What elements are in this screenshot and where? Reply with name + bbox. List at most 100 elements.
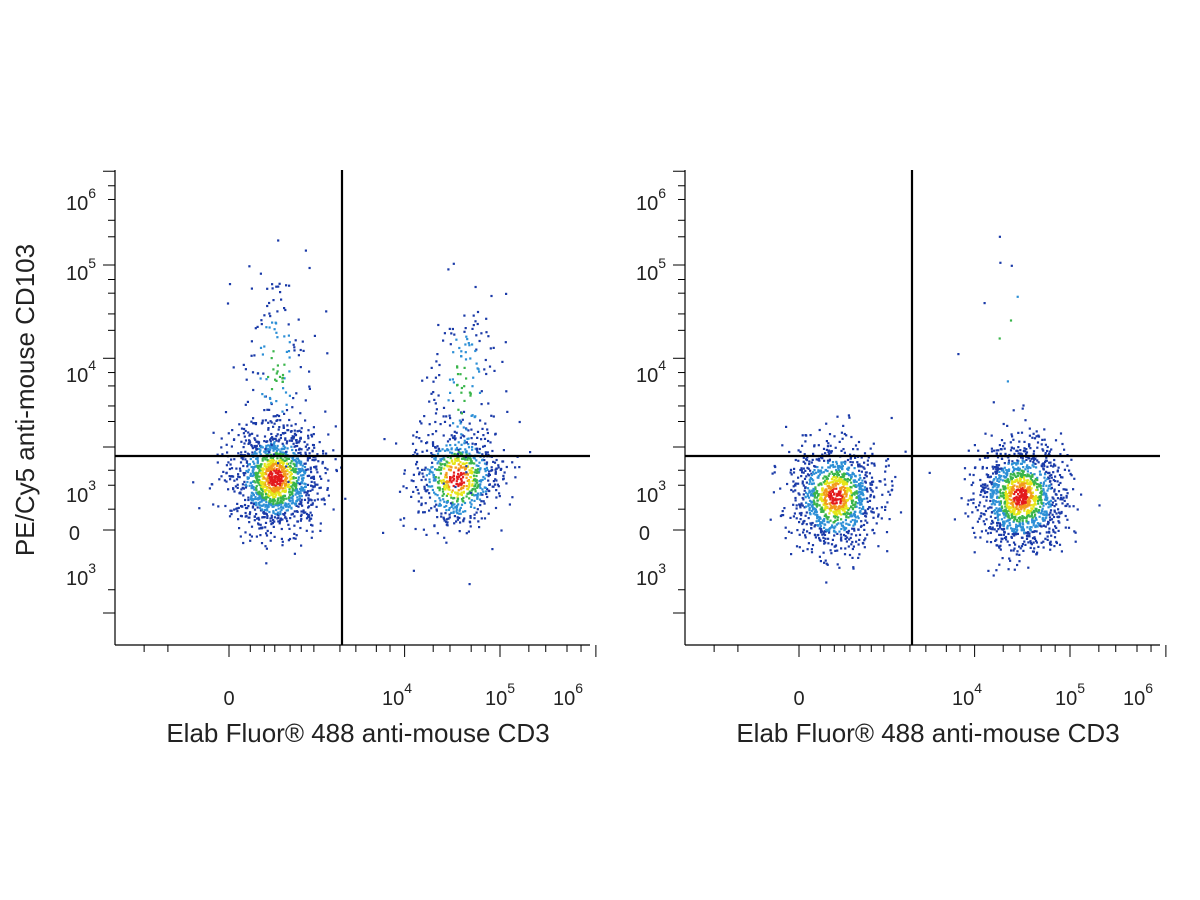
event-point bbox=[438, 497, 441, 500]
event-point bbox=[310, 499, 313, 502]
event-point bbox=[451, 489, 454, 492]
event-point bbox=[425, 483, 428, 486]
event-point bbox=[458, 530, 461, 533]
event-point bbox=[864, 537, 867, 540]
event-point bbox=[288, 439, 291, 442]
event-point bbox=[308, 387, 311, 390]
event-point bbox=[847, 487, 850, 490]
event-point bbox=[972, 473, 975, 477]
event-point bbox=[1022, 486, 1025, 490]
event-point bbox=[319, 522, 322, 525]
event-point bbox=[821, 489, 824, 492]
event-point bbox=[300, 495, 303, 498]
event-point bbox=[460, 433, 463, 436]
event-point bbox=[813, 472, 816, 475]
event-point bbox=[412, 490, 415, 493]
event-point bbox=[863, 497, 866, 500]
event-point bbox=[1012, 409, 1015, 412]
event-point bbox=[984, 509, 988, 513]
event-point bbox=[1015, 523, 1018, 526]
event-point bbox=[1000, 505, 1003, 508]
event-point bbox=[846, 536, 849, 539]
event-point bbox=[845, 507, 848, 510]
event-point bbox=[851, 502, 854, 505]
event-point bbox=[989, 541, 993, 544]
event-point bbox=[862, 505, 865, 508]
event-point bbox=[815, 504, 818, 507]
event-point bbox=[459, 473, 462, 476]
event-point bbox=[236, 502, 239, 505]
event-point bbox=[424, 466, 427, 469]
event-point bbox=[310, 480, 313, 483]
event-point bbox=[812, 479, 815, 482]
event-point bbox=[449, 457, 452, 460]
event-point bbox=[816, 476, 819, 479]
event-point bbox=[505, 482, 508, 485]
event-point bbox=[449, 391, 452, 394]
event-point bbox=[294, 469, 297, 472]
event-point bbox=[425, 533, 428, 536]
event-point bbox=[814, 486, 817, 489]
event-point bbox=[1022, 404, 1025, 407]
event-point bbox=[841, 479, 844, 482]
event-point bbox=[810, 494, 813, 497]
event-point bbox=[817, 444, 820, 447]
event-point bbox=[831, 538, 834, 541]
event-point bbox=[443, 467, 446, 470]
event-point bbox=[262, 476, 266, 479]
event-point bbox=[1007, 509, 1010, 512]
event-point bbox=[822, 509, 825, 512]
event-point bbox=[862, 542, 865, 545]
event-point bbox=[251, 469, 254, 472]
event-point bbox=[810, 548, 813, 551]
x-tick-label: 104 bbox=[382, 680, 412, 710]
event-point bbox=[296, 461, 299, 464]
event-point bbox=[271, 436, 274, 439]
event-point bbox=[826, 485, 829, 488]
event-point bbox=[1011, 486, 1014, 489]
event-point bbox=[813, 533, 816, 536]
event-point bbox=[1001, 479, 1004, 482]
event-point bbox=[283, 447, 286, 450]
event-point bbox=[438, 502, 441, 505]
event-point bbox=[285, 284, 288, 287]
event-point bbox=[475, 471, 478, 474]
event-point bbox=[250, 525, 254, 528]
event-point bbox=[277, 499, 280, 502]
event-point bbox=[273, 493, 276, 496]
event-point bbox=[254, 486, 257, 489]
event-point bbox=[1032, 530, 1035, 533]
event-point bbox=[288, 418, 291, 422]
event-point bbox=[1033, 479, 1036, 482]
event-point bbox=[826, 445, 829, 448]
event-point bbox=[1043, 428, 1046, 431]
event-point bbox=[455, 506, 458, 509]
event-point bbox=[233, 479, 236, 482]
event-point bbox=[244, 483, 248, 486]
event-point bbox=[443, 420, 447, 423]
event-point bbox=[285, 459, 288, 462]
event-point bbox=[434, 412, 438, 415]
event-point bbox=[471, 480, 474, 483]
event-point bbox=[1066, 464, 1069, 467]
event-point bbox=[291, 448, 294, 452]
event-point bbox=[449, 476, 452, 479]
event-point bbox=[311, 458, 314, 462]
event-point bbox=[288, 284, 291, 287]
event-point bbox=[263, 462, 266, 466]
event-point bbox=[467, 342, 470, 345]
event-point bbox=[835, 460, 838, 463]
event-point bbox=[850, 533, 853, 536]
event-point bbox=[790, 488, 793, 492]
event-point bbox=[318, 441, 321, 444]
event-point bbox=[995, 490, 998, 493]
event-point bbox=[232, 366, 235, 369]
event-point bbox=[474, 349, 477, 353]
event-point bbox=[282, 424, 285, 427]
event-point bbox=[1042, 493, 1045, 496]
event-point bbox=[440, 481, 444, 484]
event-point bbox=[244, 429, 247, 433]
event-point bbox=[267, 489, 270, 492]
event-point bbox=[978, 517, 981, 520]
event-point bbox=[792, 471, 796, 474]
